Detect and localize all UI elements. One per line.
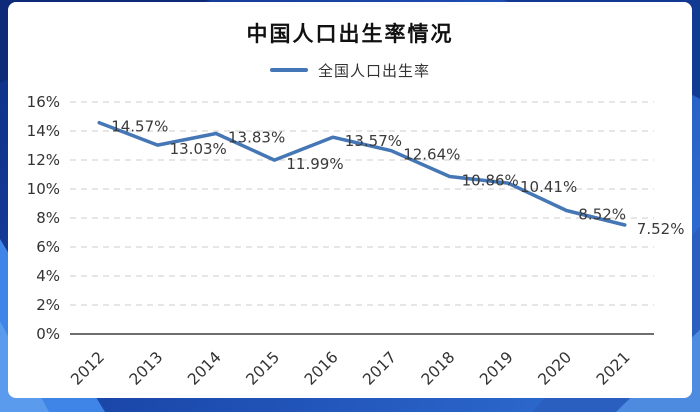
svg-text:14.57%: 14.57% — [111, 118, 168, 136]
svg-text:12%: 12% — [27, 151, 60, 169]
svg-text:2018: 2018 — [418, 348, 459, 389]
svg-text:2%: 2% — [36, 296, 60, 314]
svg-text:10.41%: 10.41% — [520, 178, 577, 196]
svg-text:13.03%: 13.03% — [170, 140, 227, 158]
svg-text:10.86%: 10.86% — [462, 172, 519, 190]
svg-text:0%: 0% — [36, 325, 60, 343]
svg-text:2016: 2016 — [301, 348, 342, 389]
svg-text:2020: 2020 — [535, 348, 576, 389]
svg-text:13.57%: 13.57% — [345, 132, 402, 150]
svg-text:14%: 14% — [27, 122, 60, 140]
svg-text:2017: 2017 — [359, 348, 400, 389]
svg-text:6%: 6% — [36, 238, 60, 256]
svg-text:2013: 2013 — [126, 348, 167, 389]
svg-text:4%: 4% — [36, 267, 60, 285]
legend-line-marker — [269, 68, 308, 72]
chart-area: 0% 2% 4% 6% 8% 10% 12% 14% 16% 2012 2013 2014 2015 20… — [18, 88, 685, 398]
svg-text:7.52%: 7.52% — [637, 220, 685, 238]
svg-text:2015: 2015 — [243, 348, 284, 389]
svg-text:11.99%: 11.99% — [286, 155, 343, 173]
svg-text:10%: 10% — [27, 180, 60, 198]
svg-text:2019: 2019 — [476, 348, 517, 389]
chart-card: 中国人口出生率情况 全国人口出生率 0% 2% 4% 6% 8% 10% 12% 14% 16%… — [8, 2, 692, 398]
svg-text:13.83%: 13.83% — [228, 128, 285, 146]
legend-label: 全国人口出生率 — [317, 61, 430, 80]
svg-text:2014: 2014 — [184, 348, 225, 389]
svg-text:2021: 2021 — [593, 348, 634, 389]
legend: 全国人口出生率 — [8, 60, 692, 80]
svg-text:12.64%: 12.64% — [403, 146, 460, 164]
chart-title: 中国人口出生率情况 — [246, 22, 454, 46]
birth-rate-line-chart: 0% 2% 4% 6% 8% 10% 12% 14% 16% 2012 2013 2014 2015 20… — [27, 93, 685, 389]
svg-text:16%: 16% — [27, 93, 60, 111]
svg-text:2012: 2012 — [67, 348, 108, 389]
svg-text:8.52%: 8.52% — [578, 205, 626, 223]
svg-text:8%: 8% — [36, 209, 60, 227]
